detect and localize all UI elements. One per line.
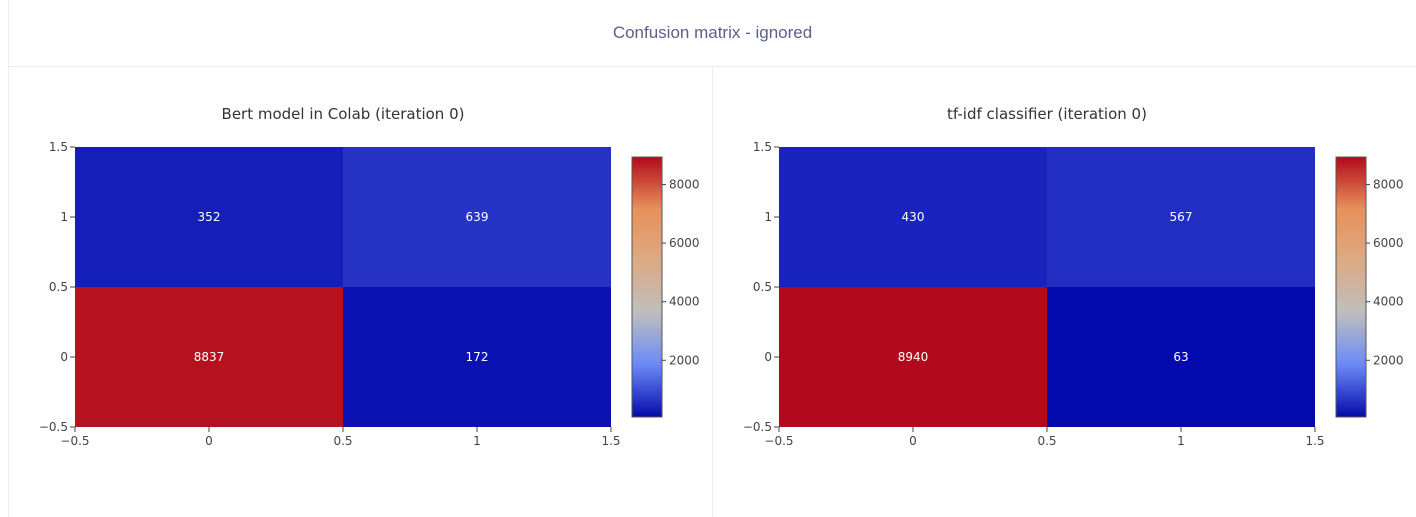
cell-value-label: 430 [902, 210, 925, 224]
colorbar-tick-label: 2000 [1373, 353, 1404, 367]
left-border [8, 0, 9, 517]
x-tick-label: 0 [205, 434, 213, 448]
heatmap-tfidf[interactable]: tf-idf classifier (iteration 0) 8940 63 430… [713, 67, 1416, 517]
heatmap-cell[interactable] [779, 147, 1047, 287]
y-tick-label: 1 [764, 210, 772, 224]
heatmap-cell[interactable] [343, 147, 611, 287]
chart-1-title: tf-idf classifier (iteration 0) [947, 105, 1147, 123]
colorbar-tick-label: 4000 [669, 295, 700, 309]
cell-value-label: 172 [466, 350, 489, 364]
colorbar-tick-label: 6000 [1373, 236, 1404, 250]
header-bar: Confusion matrix - ignored [9, 0, 1416, 67]
colorbar-tick-label: 2000 [669, 353, 700, 367]
heatmap-cell[interactable] [1047, 147, 1315, 287]
x-tick-label: 0 [909, 434, 917, 448]
x-tick-label: 1.5 [601, 434, 620, 448]
heatmap-cell[interactable] [779, 287, 1047, 427]
x-tick-label: 1 [473, 434, 481, 448]
colorbar-tick-label: 8000 [669, 178, 700, 192]
colorbar [631, 156, 663, 418]
cell-value-label: 8837 [194, 350, 225, 364]
y-tick-label: 0.5 [753, 280, 772, 294]
page-title: Confusion matrix - ignored [612, 23, 813, 42]
cell-value-label: 8940 [898, 350, 929, 364]
colorbar [1335, 156, 1367, 418]
chart-panel-bert: Bert model in Colab (iteration 0) 8837 172… [9, 67, 712, 517]
panel-divider [712, 67, 713, 517]
colorbar-tick-label: 8000 [1373, 178, 1404, 192]
y-tick-label: 1.5 [753, 140, 772, 154]
y-tick-label: −0.5 [743, 420, 772, 434]
cell-value-label: 567 [1170, 210, 1193, 224]
x-tick-label: 0.5 [333, 434, 352, 448]
heatmap-cell[interactable] [75, 147, 343, 287]
cell-value-label: 63 [1173, 350, 1188, 364]
y-tick-label: 1.5 [49, 140, 68, 154]
colorbar-tick-label: 4000 [1373, 295, 1404, 309]
colorbar-tick-label: 6000 [669, 236, 700, 250]
y-tick-label: 0 [60, 350, 68, 364]
heatmap-cell[interactable] [75, 287, 343, 427]
cell-value-label: 639 [466, 210, 489, 224]
y-tick-label: 0.5 [49, 280, 68, 294]
chart-0-title: Bert model in Colab (iteration 0) [222, 105, 465, 123]
chart-panel-tfidf: tf-idf classifier (iteration 0) 8940 63 430… [713, 67, 1416, 517]
heatmap-bert[interactable]: Bert model in Colab (iteration 0) 8837 172… [9, 67, 712, 517]
y-tick-label: 0 [764, 350, 772, 364]
heatmap-cell[interactable] [343, 287, 611, 427]
x-tick-label: 0.5 [1037, 434, 1056, 448]
x-tick-label: 1 [1177, 434, 1185, 448]
cell-value-label: 352 [198, 210, 221, 224]
x-tick-label: −0.5 [60, 434, 89, 448]
heatmap-cell[interactable] [1047, 287, 1315, 427]
x-tick-label: 1.5 [1305, 434, 1324, 448]
y-tick-label: −0.5 [39, 420, 68, 434]
y-tick-label: 1 [60, 210, 68, 224]
x-tick-label: −0.5 [764, 434, 793, 448]
